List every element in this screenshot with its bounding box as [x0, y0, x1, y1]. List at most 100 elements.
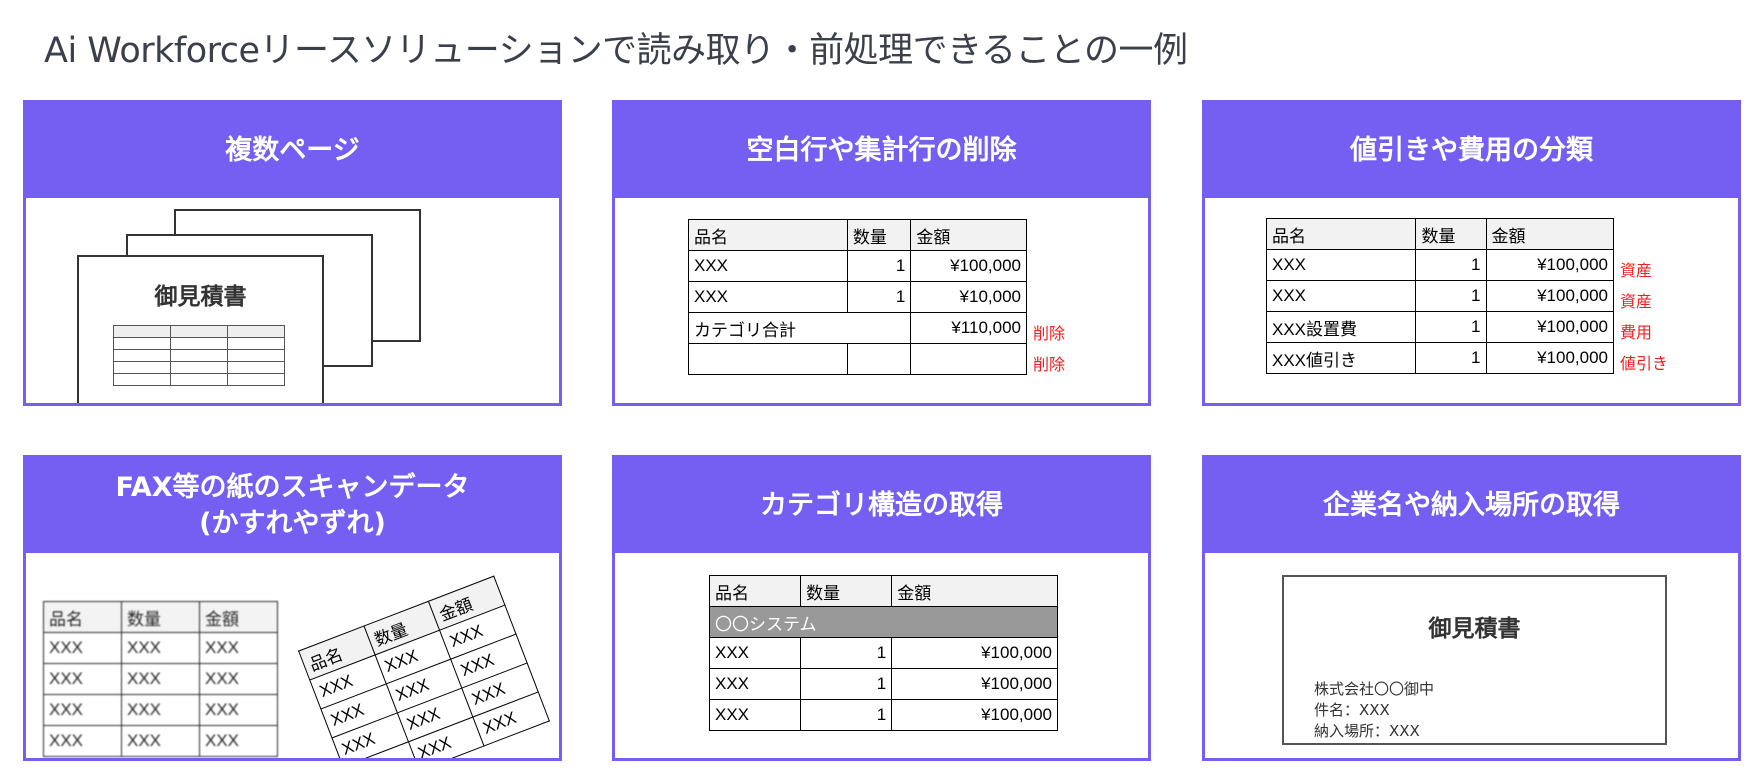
table-cell: 1: [800, 637, 893, 669]
table-row: 品名 数量 金額: [43, 601, 278, 633]
text: 御見積書: [26, 198, 559, 403]
card-title: 企業名や納入場所の取得: [1205, 458, 1738, 553]
table-row: XXX 1 ¥100,000: [708, 668, 1058, 700]
table-cell: 品名: [43, 601, 122, 633]
table-cell: XXX: [1265, 280, 1417, 312]
table-cell: ¥10,000: [910, 281, 1027, 313]
class-label: 資産: [1620, 292, 1653, 311]
card-classification: 値引きや費用の分類 品名 数量 金額 XXX 1 ¥100,000 XXX 1 ¥100,0…: [1202, 100, 1741, 406]
table-cell: ¥100,000: [1485, 342, 1614, 374]
table-cell: 金額: [891, 575, 1058, 607]
skewed-table: 品名 数量 金額 XXX XXX XXX XXX XXX XXX XXX XXX XXX XXX…: [298, 576, 550, 758]
table-cell: [688, 343, 848, 375]
table-cell: 1: [1415, 311, 1487, 343]
text: 株式会社〇〇御中: [1314, 680, 1435, 698]
table-cell: ¥100,000: [1485, 249, 1614, 281]
table-cell: [170, 361, 228, 374]
text: 品名 数量 金額 XXX XXX XXX XXX XXX XXX XXX XXX XXX XXX…: [26, 553, 559, 758]
card-title: 値引きや費用の分類: [1205, 103, 1738, 198]
table-cell: XXX: [1265, 249, 1417, 281]
table-row: [113, 325, 285, 338]
table-cell: XXX: [708, 699, 802, 731]
card-title: カテゴリ構造の取得: [615, 458, 1148, 553]
table-cell: ¥100,000: [891, 668, 1058, 700]
card-title: 空白行や集計行の削除: [615, 103, 1148, 198]
table-cell: 1: [1415, 342, 1487, 374]
table-cell: 金額: [199, 601, 278, 633]
text: 品名 数量 金額 XXX 1 ¥100,000 XXX 1 ¥100,000 XXX設置費 1…: [1205, 198, 1738, 403]
table-cell: ¥100,000: [1485, 311, 1614, 343]
table-cell: ¥100,000: [910, 250, 1027, 282]
table-cell: [170, 325, 228, 338]
table-cell: 1: [846, 250, 912, 282]
table-cell: [227, 349, 285, 362]
header-cell: 数量: [846, 219, 912, 251]
table-cell: [113, 325, 171, 338]
card-multi-page: 複数ページ 御見積書: [23, 100, 562, 406]
table-cell: [910, 343, 1027, 375]
table-cell: XXX: [43, 632, 122, 664]
table-cell: 品名: [1265, 218, 1417, 250]
table-row: [113, 373, 285, 386]
table-cell: [227, 325, 285, 338]
table-cell: [113, 337, 171, 350]
table-cell: XXX: [199, 725, 278, 757]
table-row: XXX値引き 1 ¥100,000: [1265, 342, 1614, 374]
table: 品名 数量 金額 XXX 1 ¥100,000 XXX 1 ¥10,000 カテゴリ合計 ¥1…: [688, 219, 1027, 375]
card-fax-scan: FAX等の紙のスキャンデータ (かすれやずれ) 品名 数量 金額 XXX XXX XXX …: [23, 455, 562, 761]
table-cell: [847, 312, 912, 344]
text: 納入場所：XXX: [1314, 722, 1420, 740]
table-cell: [113, 349, 171, 362]
table-cell: XXX: [43, 694, 122, 726]
table-row: 品名 数量 金額: [688, 219, 1027, 251]
table-cell: ¥100,000: [891, 637, 1058, 669]
blurred-table: 品名 数量 金額 XXX XXX XXX XXX XXX XXX XXX XXX XXX XXX…: [43, 601, 278, 757]
text: 品名 数量 金額 XXX 1 ¥100,000 XXX 1 ¥10,000 カテゴリ合計 ¥1…: [615, 198, 1148, 403]
table-cell: [846, 343, 912, 375]
table-cell: [227, 337, 285, 350]
table-row: XXX 1 ¥100,000: [708, 699, 1058, 731]
table-cell: ¥100,000: [1485, 280, 1614, 312]
delete-label: 削除: [1033, 355, 1066, 374]
card-company-location: 企業名や納入場所の取得 御見積書 株式会社〇〇御中 件名：XXX 納入場所：XXX: [1202, 455, 1741, 761]
table-cell: ¥100,000: [891, 699, 1058, 731]
table-cell: XXX: [199, 694, 278, 726]
card-title: 複数ページ: [26, 103, 559, 198]
class-label: 値引き: [1620, 354, 1669, 373]
table-row: XXX 1 ¥10,000: [688, 281, 1027, 313]
table-cell: [227, 361, 285, 374]
table-cell: 1: [1415, 249, 1487, 281]
table-cell: XXX: [199, 663, 278, 695]
table-cell: [170, 349, 228, 362]
card-title: FAX等の紙のスキャンデータ (かすれやずれ): [26, 458, 559, 553]
table-cell: ¥110,000: [910, 312, 1027, 344]
table-row: 品名 数量 金額: [1265, 218, 1614, 250]
table-cell: 1: [1415, 280, 1487, 312]
table-cell: XXX: [688, 250, 848, 282]
table-cell: 品名: [708, 575, 802, 607]
page-front: 御見積書: [77, 255, 324, 403]
table-row: カテゴリ合計 ¥110,000: [688, 312, 1027, 344]
table-row: XXX 1 ¥100,000: [708, 637, 1058, 669]
table-row: 〇〇システム: [709, 606, 1058, 638]
table-row: XXX 1 ¥100,000: [1265, 280, 1614, 312]
table-cell: XXX: [199, 632, 278, 664]
text: 件名：XXX: [1314, 701, 1390, 719]
table-cell: XXX: [121, 663, 200, 695]
quote-document: 御見積書 株式会社〇〇御中 件名：XXX 納入場所：XXX: [1282, 575, 1667, 745]
table: 品名 数量 金額 XXX 1 ¥100,000 XXX 1 ¥100,000 XXX設置費 1…: [1265, 218, 1614, 374]
table-cell: 1: [800, 699, 893, 731]
table-cell: 金額: [1485, 218, 1614, 250]
card-category-structure: カテゴリ構造の取得 品名 数量 金額 〇〇システム XXX 1 ¥100,000 XXX…: [612, 455, 1151, 761]
table-cell: XXX値引き: [1265, 342, 1417, 374]
table-cell: [170, 373, 228, 386]
table-row: [113, 349, 285, 362]
table-row: [113, 361, 285, 374]
table-cell: [227, 373, 285, 386]
table-cell: XXX: [708, 637, 802, 669]
table-cell: 数量: [800, 575, 893, 607]
